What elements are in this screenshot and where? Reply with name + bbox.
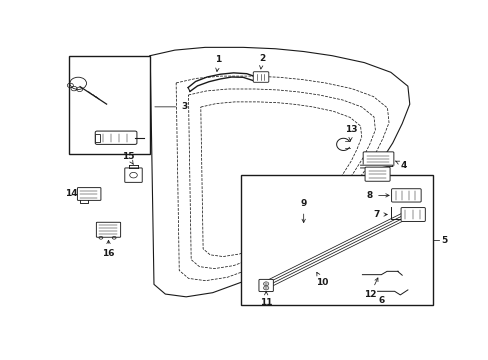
Text: 14: 14	[65, 189, 78, 198]
Text: 12: 12	[363, 278, 377, 299]
Text: 9: 9	[300, 199, 306, 222]
FancyBboxPatch shape	[95, 131, 137, 144]
Bar	[68, 56, 150, 154]
Text: 4: 4	[395, 161, 407, 170]
Text: 1: 1	[215, 55, 221, 72]
FancyBboxPatch shape	[77, 188, 101, 201]
FancyBboxPatch shape	[253, 72, 268, 82]
Text: 2: 2	[258, 54, 264, 69]
FancyBboxPatch shape	[124, 168, 142, 183]
FancyBboxPatch shape	[365, 167, 389, 181]
Text: 3: 3	[155, 102, 187, 111]
Text: 15: 15	[122, 152, 135, 164]
Text: 6: 6	[378, 297, 385, 306]
Text: 10: 10	[316, 272, 328, 288]
Text: 13: 13	[344, 125, 357, 141]
Text: 11: 11	[259, 292, 272, 307]
FancyBboxPatch shape	[391, 189, 420, 202]
FancyBboxPatch shape	[259, 279, 273, 292]
FancyBboxPatch shape	[400, 208, 425, 221]
Polygon shape	[360, 165, 392, 168]
FancyBboxPatch shape	[96, 222, 121, 237]
Bar	[241, 175, 432, 305]
FancyBboxPatch shape	[363, 152, 393, 166]
Bar	[95, 134, 100, 141]
Text: 7: 7	[372, 210, 386, 219]
Text: 16: 16	[102, 240, 115, 258]
Text: 5: 5	[440, 235, 446, 244]
Text: 8: 8	[366, 191, 388, 200]
